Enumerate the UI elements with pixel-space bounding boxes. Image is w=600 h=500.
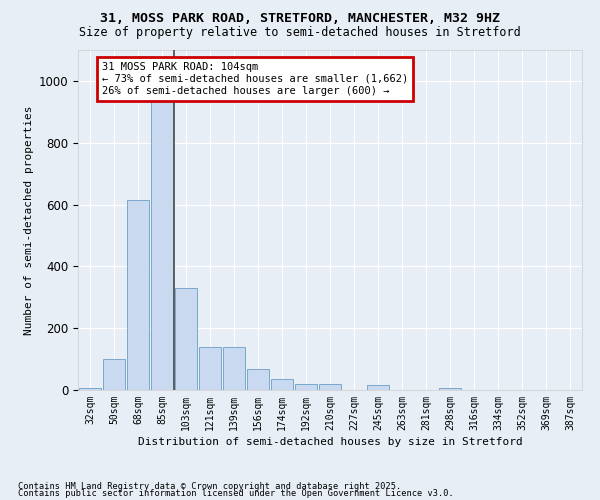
Bar: [367, 386, 389, 390]
Bar: [199, 346, 221, 390]
Bar: [439, 388, 461, 390]
Bar: [271, 379, 293, 390]
Bar: [79, 388, 101, 390]
Text: Size of property relative to semi-detached houses in Stretford: Size of property relative to semi-detach…: [79, 26, 521, 39]
Text: 31 MOSS PARK ROAD: 104sqm
← 73% of semi-detached houses are smaller (1,662)
26% : 31 MOSS PARK ROAD: 104sqm ← 73% of semi-…: [102, 62, 408, 96]
Bar: [127, 200, 149, 390]
Bar: [247, 369, 269, 390]
X-axis label: Distribution of semi-detached houses by size in Stretford: Distribution of semi-detached houses by …: [137, 437, 523, 447]
Bar: [319, 384, 341, 390]
Bar: [175, 288, 197, 390]
Bar: [295, 384, 317, 390]
Text: 31, MOSS PARK ROAD, STRETFORD, MANCHESTER, M32 9HZ: 31, MOSS PARK ROAD, STRETFORD, MANCHESTE…: [100, 12, 500, 26]
Text: Contains HM Land Registry data © Crown copyright and database right 2025.: Contains HM Land Registry data © Crown c…: [18, 482, 401, 491]
Y-axis label: Number of semi-detached properties: Number of semi-detached properties: [25, 106, 34, 335]
Bar: [103, 359, 125, 390]
Bar: [151, 95, 173, 390]
Bar: [223, 346, 245, 390]
Text: Contains public sector information licensed under the Open Government Licence v3: Contains public sector information licen…: [18, 490, 454, 498]
